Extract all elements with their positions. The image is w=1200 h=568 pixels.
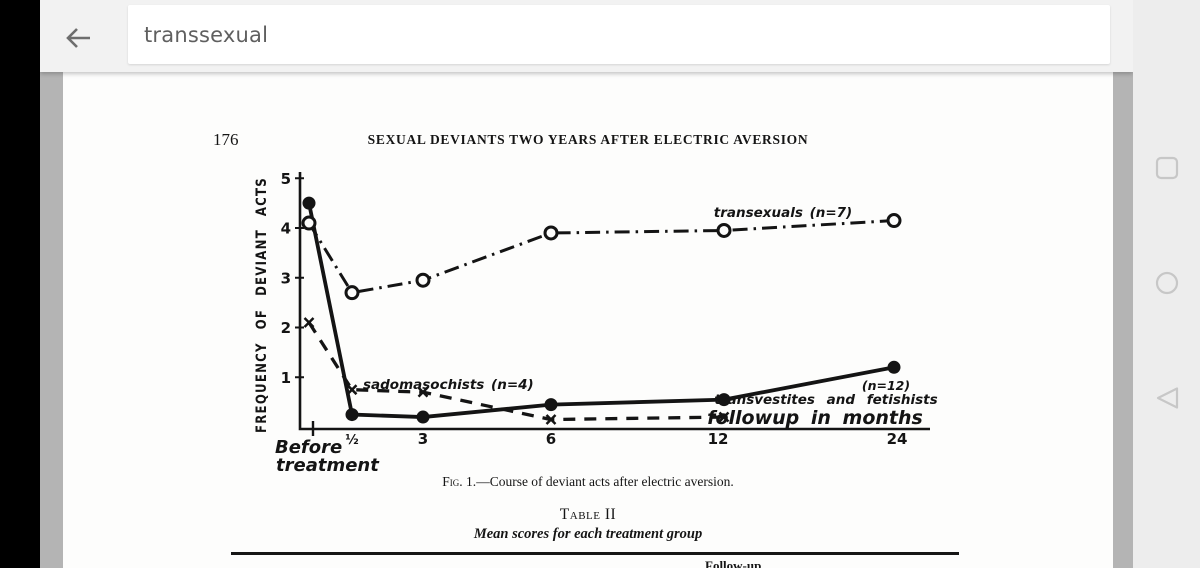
filled-circle-marker	[302, 196, 316, 210]
chart-annotation: followup in months	[707, 407, 923, 429]
back-arrow-icon	[66, 28, 90, 48]
figure-caption-prefix: Fig. 1.	[442, 474, 477, 489]
series-line	[307, 202, 895, 419]
chart-annotation: treatment	[276, 455, 380, 476]
page-number: 176	[213, 130, 239, 149]
search-query-text: transsexual	[144, 22, 269, 47]
recents-square-icon	[1155, 156, 1178, 180]
table-column-header-partial: Follow-up	[705, 558, 762, 568]
open-circle-marker	[301, 215, 317, 231]
home-button[interactable]	[1133, 270, 1200, 296]
x-tick-label: 12	[708, 430, 729, 448]
chart-annotation: sadomasochists (n=4)	[363, 377, 534, 393]
y-tick-label: 2	[281, 319, 291, 337]
open-circle-marker	[415, 272, 431, 288]
x-tick-label: 24	[887, 430, 908, 448]
chart-annotation: Before	[275, 437, 342, 458]
android-nav-bar	[1133, 0, 1200, 568]
figure-caption: Fig. 1.—Course of deviant acts after ele…	[63, 474, 1113, 490]
open-circle-marker	[543, 225, 559, 241]
figure-1-chart: 5 4 3 2 1 ½ 3 6 12 24 FREQUENCY OF DEVIANT ACTS tra…	[254, 170, 938, 476]
y-tick-label: 3	[281, 269, 291, 287]
y-tick-label: 1	[281, 369, 291, 387]
y-axis-title: FREQUENCY OF DEVIANT ACTS	[254, 177, 270, 433]
chart-annotation: (n=12)	[862, 378, 910, 393]
x-marker	[545, 414, 557, 425]
chart-annotation: transvestites and fetishists	[714, 392, 937, 408]
document-viewer[interactable]: 176 SEXUAL DEVIANTS TWO YEARS AFTER ELEC…	[40, 72, 1133, 568]
open-circle-marker	[344, 285, 360, 301]
filled-circle-marker	[544, 398, 558, 412]
home-circle-icon	[1155, 271, 1178, 295]
table-top-rule	[231, 552, 959, 555]
recents-button[interactable]	[1133, 155, 1200, 181]
figure-caption-rest: —Course of deviant acts after electric a…	[476, 474, 734, 489]
filled-circle-marker	[416, 410, 430, 424]
x-marker	[718, 411, 730, 423]
x-tick-label: ½	[345, 433, 358, 448]
series-line	[307, 321, 725, 422]
back-nav-button[interactable]	[1133, 384, 1200, 412]
back-triangle-icon	[1156, 387, 1178, 409]
series-line	[307, 219, 895, 295]
search-toolbar: transsexual	[40, 0, 1133, 72]
running-head: SEXUAL DEVIANTS TWO YEARS AFTER ELECTRIC…	[367, 132, 809, 147]
y-tick-label: 5	[281, 170, 291, 188]
scanned-page: 176 SEXUAL DEVIANTS TWO YEARS AFTER ELEC…	[63, 72, 1113, 568]
open-circle-marker	[716, 222, 732, 238]
y-tick-label: 4	[281, 220, 291, 238]
filled-circle-marker	[887, 360, 901, 374]
x-tick-label: 6	[546, 430, 556, 448]
chart-annotation: transexuals (n=7)	[714, 205, 852, 221]
filled-circle-marker	[345, 408, 359, 422]
x-marker	[417, 386, 429, 398]
open-circle-marker	[886, 213, 902, 229]
table-subtitle: Mean scores for each treatment group	[473, 526, 703, 542]
x-marker	[303, 317, 315, 328]
table-title: Table II	[559, 506, 617, 523]
filled-circle-marker	[717, 393, 731, 407]
status-edge-strip	[0, 0, 40, 568]
back-button[interactable]	[58, 18, 98, 58]
x-tick-label: 3	[418, 430, 428, 448]
axes	[298, 172, 930, 431]
search-input[interactable]: transsexual	[128, 5, 1110, 64]
